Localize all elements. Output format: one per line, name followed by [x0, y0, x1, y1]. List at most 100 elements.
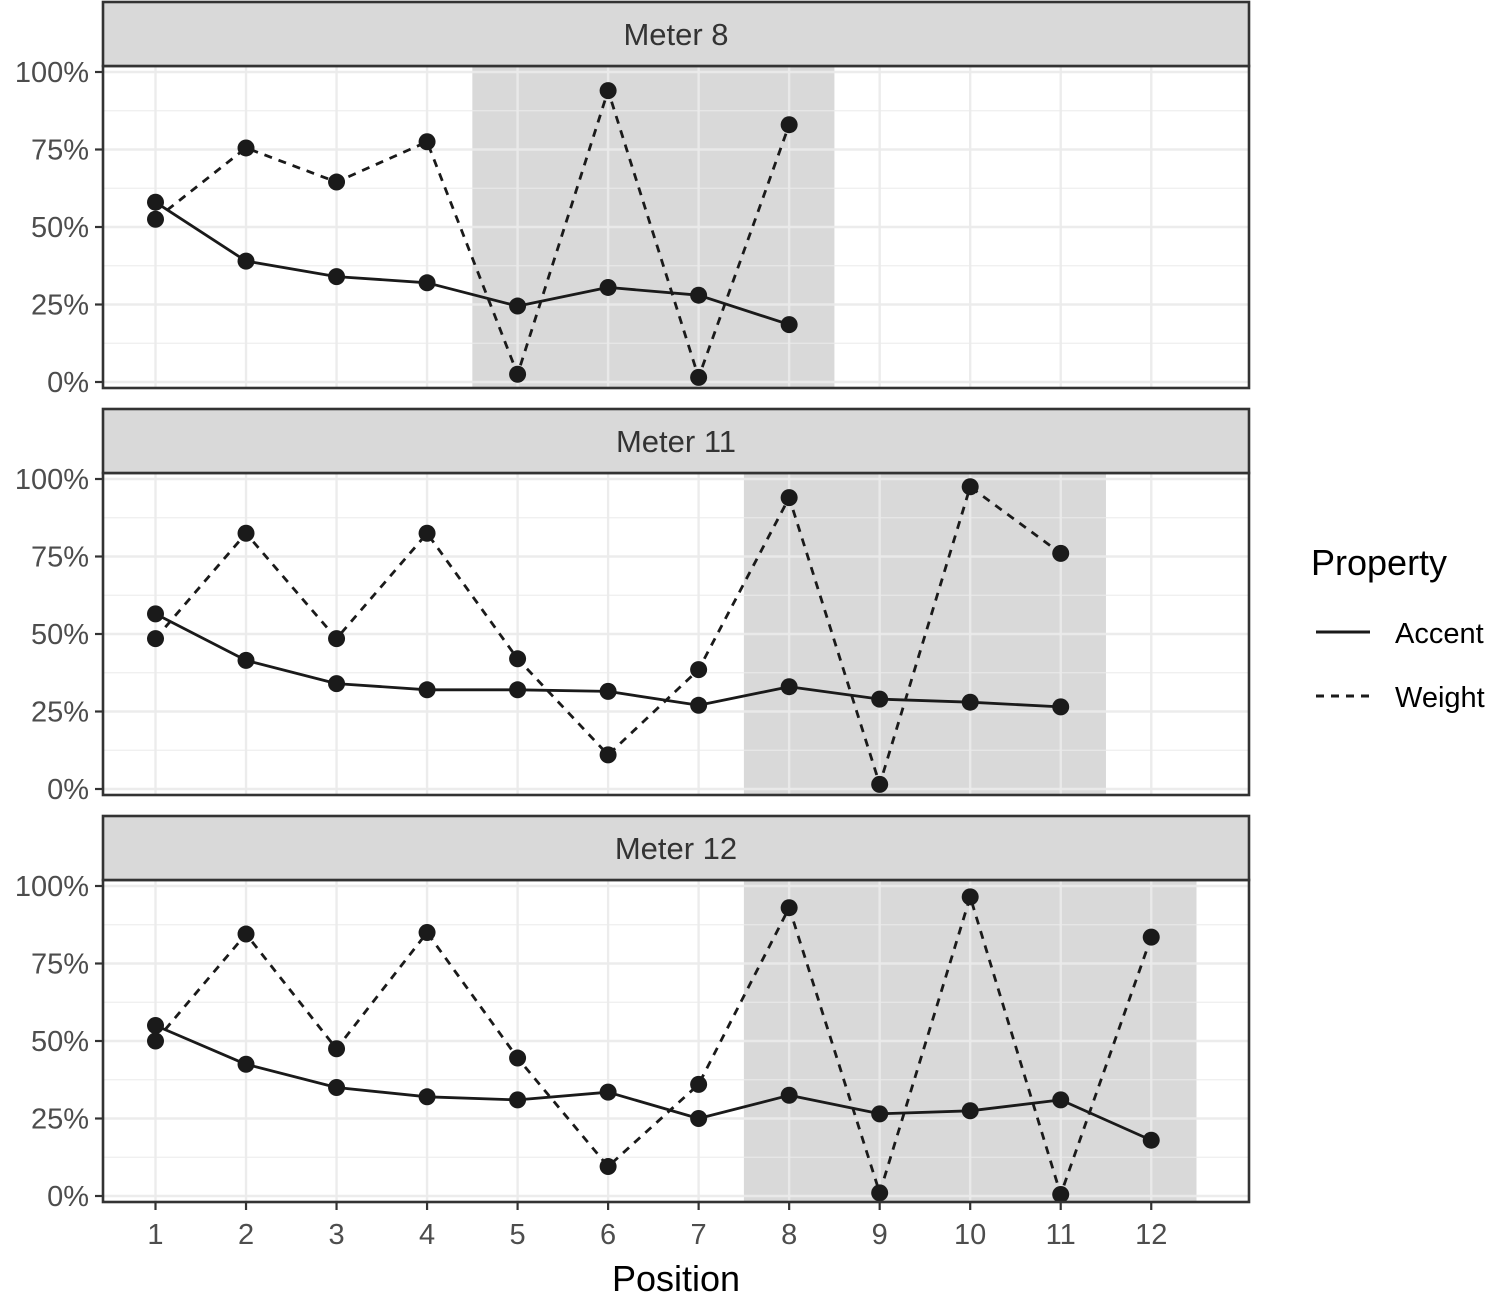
- panel-meter-12: Meter 12 0% 25% 50% 75% 100%: [15, 814, 1251, 1213]
- strip-background: [101, 814, 1251, 882]
- data-point-accent: [237, 252, 255, 270]
- y-tick-label: 100%: [15, 57, 89, 89]
- data-point-accent: [509, 681, 527, 699]
- data-point-weight: [1142, 928, 1160, 946]
- data-point-weight: [599, 82, 617, 100]
- data-point-accent: [328, 1079, 346, 1096]
- data-point-weight: [328, 630, 346, 648]
- x-tick-label: 11: [1046, 1219, 1076, 1251]
- y-tick-label: 25%: [31, 697, 89, 729]
- panel-meter-8: Meter 8 0% 25% 50% 75% 100%: [15, 0, 1251, 399]
- data-point-accent: [961, 693, 979, 711]
- data-point-accent: [961, 1102, 979, 1120]
- x-tick-label: 5: [510, 1219, 526, 1251]
- data-point-accent: [328, 268, 346, 286]
- data-point-accent: [1052, 698, 1070, 716]
- series-line-accent: [154, 1024, 1152, 1142]
- data-point-weight: [1052, 544, 1070, 562]
- series-line-weight: [154, 485, 1062, 786]
- data-point-weight: [509, 1049, 527, 1067]
- x-tick-label: 2: [238, 1219, 254, 1251]
- x-tick-label: 10: [954, 1219, 986, 1251]
- data-point-weight: [871, 1184, 889, 1202]
- data-point-accent: [418, 1088, 436, 1106]
- y-tick-label: 75%: [31, 949, 89, 981]
- data-point-weight: [418, 133, 436, 151]
- x-tick-label: 1: [147, 1219, 163, 1251]
- y-tick-label: 25%: [31, 290, 89, 322]
- strip-background: [101, 407, 1251, 475]
- panels: Meter 8 0% 25% 50% 75% 100% Meter 11 0% 25% 50% 75…: [15, 0, 1251, 1213]
- data-point-accent: [599, 278, 617, 296]
- data-point-accent: [237, 1055, 255, 1073]
- legend-title: Property: [1311, 542, 1447, 583]
- data-point-accent: [1052, 1091, 1070, 1109]
- data-point-weight: [509, 365, 527, 383]
- data-point-accent: [780, 678, 798, 696]
- series-line-weight: [154, 89, 791, 379]
- data-point-weight: [690, 1075, 708, 1093]
- series-line-weight: [154, 895, 1153, 1196]
- legend: Property Accent Weight: [1311, 542, 1485, 714]
- y-tick-label: 100%: [15, 464, 89, 496]
- data-point-accent: [509, 1091, 527, 1109]
- y-tick-label: 25%: [31, 1104, 89, 1136]
- data-point-weight: [780, 899, 798, 917]
- data-point-accent: [871, 1105, 889, 1123]
- data-point-accent: [690, 286, 708, 304]
- y-tick-label: 50%: [31, 619, 89, 651]
- x-tick-label: 7: [691, 1219, 707, 1251]
- data-point-weight: [147, 630, 165, 648]
- data-point-weight: [418, 524, 436, 542]
- data-point-weight: [328, 173, 346, 191]
- data-point-weight: [961, 888, 979, 906]
- data-point-accent: [237, 651, 255, 669]
- data-point-accent: [147, 605, 165, 623]
- data-point-weight: [509, 650, 527, 668]
- series-line-accent: [154, 201, 790, 326]
- data-point-weight: [961, 478, 979, 496]
- x-axis: Position 1 2 3 4 5 6 7 8 9 10 11 12: [147, 1202, 1167, 1299]
- data-point-accent: [418, 274, 436, 292]
- data-point-weight: [237, 925, 255, 943]
- data-point-accent: [509, 297, 527, 315]
- data-point-accent: [418, 681, 436, 699]
- y-tick-label: 0%: [47, 1181, 89, 1213]
- strip-label: Meter 11: [616, 424, 736, 459]
- data-point-accent: [147, 1017, 165, 1034]
- data-point-accent: [871, 690, 889, 708]
- data-point-weight: [780, 116, 798, 134]
- data-point-accent: [599, 682, 617, 700]
- x-tick-label: 9: [872, 1219, 888, 1251]
- data-point-weight: [690, 368, 708, 386]
- data-point-weight: [237, 139, 255, 157]
- data-point-weight: [690, 661, 708, 679]
- y-tick-label: 0%: [47, 367, 89, 399]
- data-point-accent: [690, 696, 708, 714]
- x-tick-label: 12: [1135, 1219, 1167, 1251]
- panel-meter-11: Meter 11 0% 25% 50% 75% 100%: [15, 407, 1251, 806]
- data-point-accent: [780, 1086, 798, 1104]
- x-axis-title: Position: [612, 1258, 740, 1299]
- y-tick-label: 50%: [31, 212, 89, 244]
- y-tick-label: 50%: [31, 1026, 89, 1058]
- x-tick-label: 4: [419, 1219, 435, 1251]
- legend-label-weight: Weight: [1395, 682, 1485, 714]
- data-point-weight: [328, 1040, 346, 1058]
- data-point-weight: [147, 1032, 165, 1050]
- data-point-weight: [871, 775, 889, 793]
- legend-label-accent: Accent: [1395, 618, 1484, 650]
- data-point-weight: [599, 1158, 617, 1176]
- data-point-accent: [147, 193, 165, 211]
- x-tick-label: 6: [600, 1219, 616, 1251]
- strip-label: Meter 12: [615, 831, 737, 866]
- data-point-accent: [328, 675, 346, 693]
- x-tick-label: 3: [328, 1219, 344, 1251]
- strip-label: Meter 8: [623, 17, 728, 52]
- data-point-accent: [690, 1110, 708, 1127]
- data-point-weight: [599, 746, 617, 764]
- data-point-weight: [147, 210, 165, 228]
- x-tick-label: 8: [781, 1219, 797, 1251]
- y-tick-label: 75%: [31, 542, 89, 574]
